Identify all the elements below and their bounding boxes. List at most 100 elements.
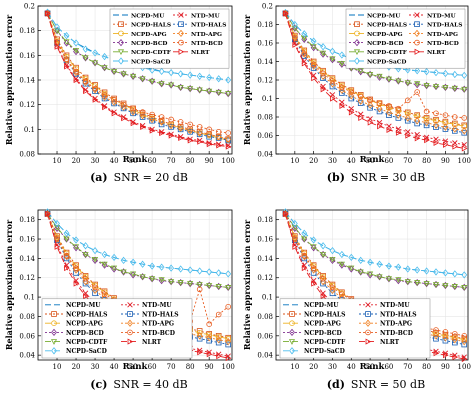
- data-point: [376, 260, 383, 268]
- data-point: [158, 121, 165, 128]
- series-line: [285, 12, 465, 76]
- legend-item: NCPD-BCD: [45, 328, 104, 337]
- legend: NCPD-MU NCPD-HALS NCPD-APG NCPD-BCD NCPD-CDT…: [41, 298, 193, 359]
- data-point: [92, 290, 98, 297]
- legend-swatch-marker: [414, 48, 421, 55]
- data-point: [120, 256, 127, 264]
- y-axis-label: Relative approximation error: [242, 219, 252, 350]
- x-axis: 10 20 30 40 50 60 70 80 90 100: [53, 151, 235, 165]
- legend-label: NCPD-APG: [367, 32, 403, 38]
- series-group: [282, 8, 468, 152]
- data-point: [73, 39, 79, 47]
- legend-label: NLRT: [380, 339, 400, 346]
- legend-item: NCPD-APG: [283, 320, 341, 328]
- x-tick-label: 100: [222, 363, 235, 371]
- data-point: [291, 235, 298, 243]
- legend-label: NCPD-CDTF: [66, 339, 108, 346]
- data-point: [206, 130, 213, 138]
- legend-swatch-marker: [178, 29, 184, 38]
- data-point: [329, 56, 336, 62]
- series-ncpd-bcd: [282, 210, 468, 292]
- y-tick-label: 0.16: [257, 236, 273, 244]
- legend-item: NCPD-MU: [45, 302, 101, 309]
- legend-swatch-marker: [50, 339, 58, 345]
- legend-swatch-marker: [289, 347, 295, 355]
- data-point: [461, 127, 468, 135]
- data-point: [168, 264, 175, 272]
- data-point: [225, 335, 231, 342]
- data-point: [130, 258, 137, 266]
- data-point: [292, 243, 299, 250]
- data-point: [442, 69, 449, 78]
- data-point: [149, 66, 156, 74]
- data-point: [101, 65, 108, 71]
- data-point: [63, 229, 70, 237]
- data-point: [73, 76, 80, 84]
- legend-swatch-marker: [414, 12, 420, 18]
- data-point: [149, 115, 156, 124]
- legend-item: NTD-APG: [359, 319, 412, 328]
- legend-swatch-marker: [354, 30, 360, 37]
- data-point: [196, 87, 203, 94]
- y-axis: 0.04 0.06 0.08 0.1 0.12 0.14 0.16 0.18 0.2: [257, 3, 279, 159]
- data-point: [101, 92, 108, 98]
- legend-item: NCPD-BCD: [283, 328, 342, 337]
- x-tick-label: 70: [167, 157, 176, 165]
- data-point: [320, 290, 326, 296]
- data-point: [405, 132, 412, 139]
- data-point: [168, 82, 175, 89]
- data-point: [215, 129, 222, 135]
- y-tick-label: 0.12: [19, 101, 35, 109]
- data-point: [196, 332, 203, 340]
- legend-item: NLRT: [121, 338, 162, 346]
- legend-label: NTD-HALS: [191, 23, 226, 29]
- data-point: [206, 88, 213, 95]
- data-point: [206, 126, 212, 133]
- legend-label: NCPD-MU: [131, 13, 164, 19]
- legend-label: NCPD-BCD: [367, 41, 403, 47]
- data-point: [120, 71, 127, 78]
- caption-letter: (b): [327, 171, 345, 184]
- data-point: [73, 265, 79, 271]
- data-point: [73, 236, 79, 244]
- data-point: [206, 337, 212, 344]
- data-point: [423, 267, 430, 275]
- data-point: [215, 339, 222, 346]
- legend-item: NTD-APG: [409, 29, 458, 38]
- legend-item: NTD-HALS: [359, 311, 417, 318]
- data-point: [168, 279, 175, 285]
- data-point: [159, 129, 165, 137]
- legend-label: NCPD-CDTF: [131, 50, 172, 56]
- data-point: [225, 130, 231, 136]
- legend-label: NTD-MU: [142, 302, 172, 309]
- data-point: [357, 68, 364, 74]
- data-point: [310, 59, 317, 66]
- y-axis-label: Relative approximation error: [242, 14, 252, 145]
- data-point: [329, 47, 336, 55]
- series-line: [47, 213, 229, 288]
- data-point: [442, 123, 449, 131]
- data-point: [320, 83, 326, 90]
- x-tick-label: 40: [110, 157, 119, 165]
- data-point: [149, 262, 156, 270]
- legend-label: NTD-MU: [191, 13, 220, 19]
- data-point: [386, 104, 392, 111]
- data-point: [376, 100, 383, 106]
- panel-caption: (c) SNR = 40 dB: [90, 378, 187, 391]
- legend-swatch-marker: [118, 21, 124, 27]
- data-point: [206, 268, 213, 276]
- data-point: [461, 285, 468, 291]
- x-axis-label: Rank: [123, 362, 149, 372]
- legend-label: NCPD-SaCD: [304, 348, 345, 355]
- series-line: [47, 13, 229, 148]
- data-point: [461, 355, 468, 363]
- x-tick-label: 90: [205, 157, 214, 165]
- plot-frame: [275, 209, 469, 361]
- x-tick-label: 10: [290, 363, 299, 371]
- data-point: [461, 129, 468, 136]
- series-ncpd-bcd: [44, 210, 232, 292]
- y-tick-label: 0.16: [257, 40, 273, 48]
- legend-label: NTD-MU: [427, 13, 456, 19]
- x-axis-label: Rank: [360, 155, 386, 165]
- x-tick-label: 20: [72, 157, 81, 165]
